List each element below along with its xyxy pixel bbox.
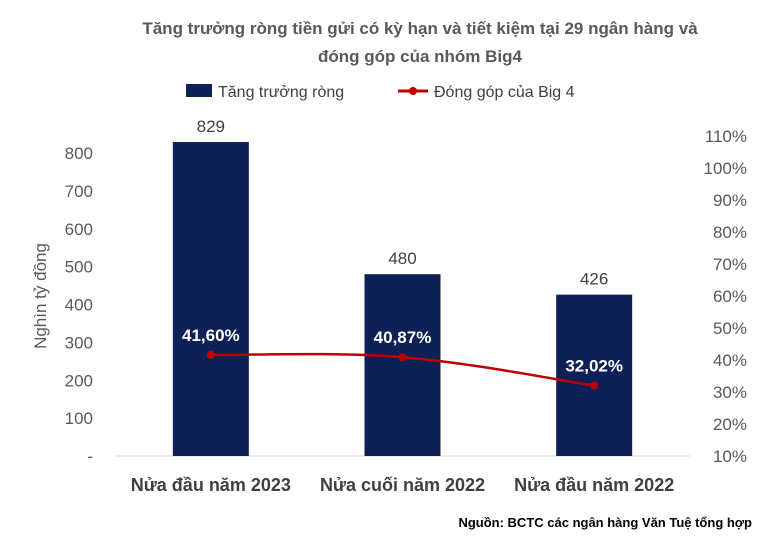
source-note: Nguồn: BCTC các ngân hàng Văn Tuệ tổng h… [458, 515, 752, 530]
line-data-label: 41,60% [182, 326, 240, 345]
chart-title-line-2: đóng góp của nhóm Big4 [318, 47, 523, 66]
chart-title-line-1: Tăng trưởng ròng tiền gửi có kỳ hạn và t… [142, 19, 698, 38]
right-axis-ticks: 10% 20% 30% 40% 50% 60% 70% 80% 90% 100% 110% [704, 127, 747, 466]
left-tick-label: 600 [65, 220, 93, 239]
left-tick-label: 300 [65, 333, 93, 352]
line-series: 41,60% 40,87% 32,02% [182, 326, 623, 390]
legend-label-bar: Tăng trưởng ròng [218, 84, 344, 101]
right-tick-label: 30% [713, 383, 747, 402]
legend-swatch-marker [409, 87, 417, 95]
right-tick-label: 90% [713, 191, 747, 210]
left-tick-label: 200 [65, 371, 93, 390]
left-tick-label: 500 [65, 258, 93, 277]
legend-swatch-bar [186, 84, 212, 97]
left-tick-label: 100 [65, 409, 93, 428]
bar-data-labels: 829 480 426 [197, 117, 609, 289]
bar-series [172, 142, 633, 457]
right-tick-label: 40% [713, 351, 747, 370]
y-axis-label: Nghìn tỷ đồng [31, 243, 50, 349]
category-labels: Nửa đầu năm 2023 Nửa cuối năm 2022 Nửa đầu… [131, 475, 674, 495]
left-tick-label: 700 [65, 182, 93, 201]
right-tick-label: 100% [704, 159, 747, 178]
right-tick-label: 50% [713, 319, 747, 338]
x-tick-label: Nửa đầu năm 2022 [514, 475, 674, 495]
bar [172, 142, 249, 457]
left-tick-label: - [87, 447, 93, 466]
x-tick-label: Nửa đầu năm 2023 [131, 475, 291, 495]
left-tick-label: 400 [65, 296, 93, 315]
right-tick-label: 70% [713, 255, 747, 274]
line-data-label: 32,02% [565, 357, 623, 376]
right-tick-label: 110% [705, 127, 747, 146]
line-point [590, 381, 599, 390]
right-tick-label: 20% [713, 415, 747, 434]
legend: Tăng trưởng ròng Đóng góp của Big 4 [186, 84, 575, 101]
bar-data-label: 426 [580, 270, 608, 289]
left-tick-label: 800 [65, 144, 93, 163]
bar-data-label: 480 [388, 249, 416, 268]
chart-title: Tăng trưởng ròng tiền gửi có kỳ hạn và t… [142, 19, 698, 66]
left-axis-ticks: - 100 200 300 400 500 600 700 800 [65, 144, 93, 466]
line-point [206, 350, 215, 359]
bar [556, 294, 633, 456]
right-tick-label: 10% [713, 447, 747, 466]
right-tick-label: 80% [713, 223, 747, 242]
right-tick-label: 60% [713, 287, 747, 306]
bar-data-label: 829 [197, 117, 225, 136]
bar [364, 274, 441, 456]
legend-label-line: Đóng góp của Big 4 [434, 84, 575, 101]
line-data-label: 40,87% [374, 328, 432, 347]
line-point [398, 353, 407, 362]
x-tick-label: Nửa cuối năm 2022 [320, 475, 485, 495]
